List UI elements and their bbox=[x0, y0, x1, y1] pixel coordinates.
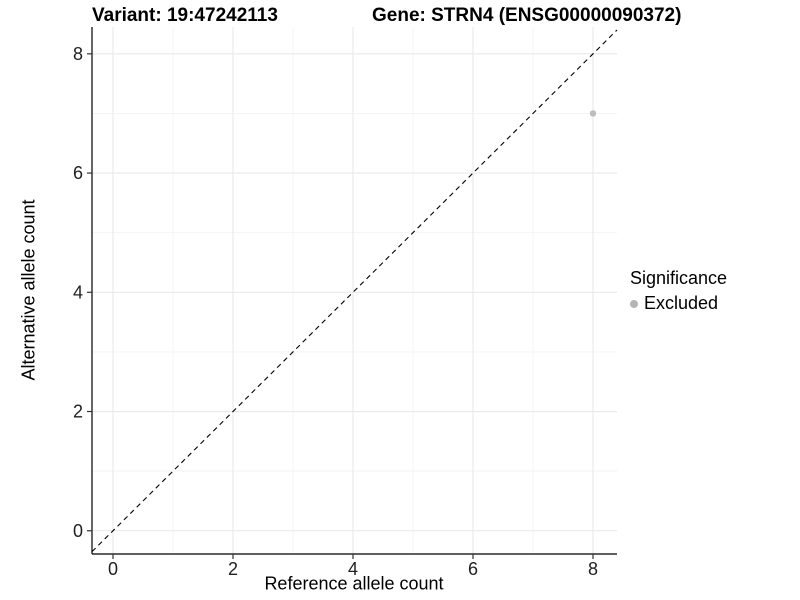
y-axis-title: Alternative allele count bbox=[18, 199, 39, 381]
legend-item-label: Excluded bbox=[644, 293, 719, 313]
variant-title: Variant: 19:47242113 bbox=[92, 5, 278, 26]
y-tick-label: 2 bbox=[73, 402, 83, 422]
legend: Significance Excluded bbox=[630, 268, 727, 314]
x-tick-label: 6 bbox=[468, 559, 478, 579]
y-tick-label: 8 bbox=[73, 44, 83, 64]
gene-title: Gene: STRN4 (ENSG00000090372) bbox=[372, 5, 682, 26]
identity-reference-line bbox=[91, 29, 618, 553]
x-tick-label: 4 bbox=[348, 559, 358, 579]
x-tick-label: 8 bbox=[588, 559, 598, 579]
legend-point-icon bbox=[630, 299, 638, 308]
legend-item-excluded: Excluded bbox=[630, 293, 727, 314]
data-point-excluded bbox=[589, 110, 597, 117]
x-tick-label: 0 bbox=[108, 559, 118, 579]
y-tick-label: 6 bbox=[73, 163, 83, 183]
x-tick-label: 2 bbox=[228, 559, 238, 579]
x-axis-title: Reference allele count bbox=[264, 573, 444, 594]
y-tick-label: 0 bbox=[73, 521, 83, 541]
legend-title: Significance bbox=[630, 268, 728, 288]
y-tick-label: 4 bbox=[73, 282, 83, 302]
